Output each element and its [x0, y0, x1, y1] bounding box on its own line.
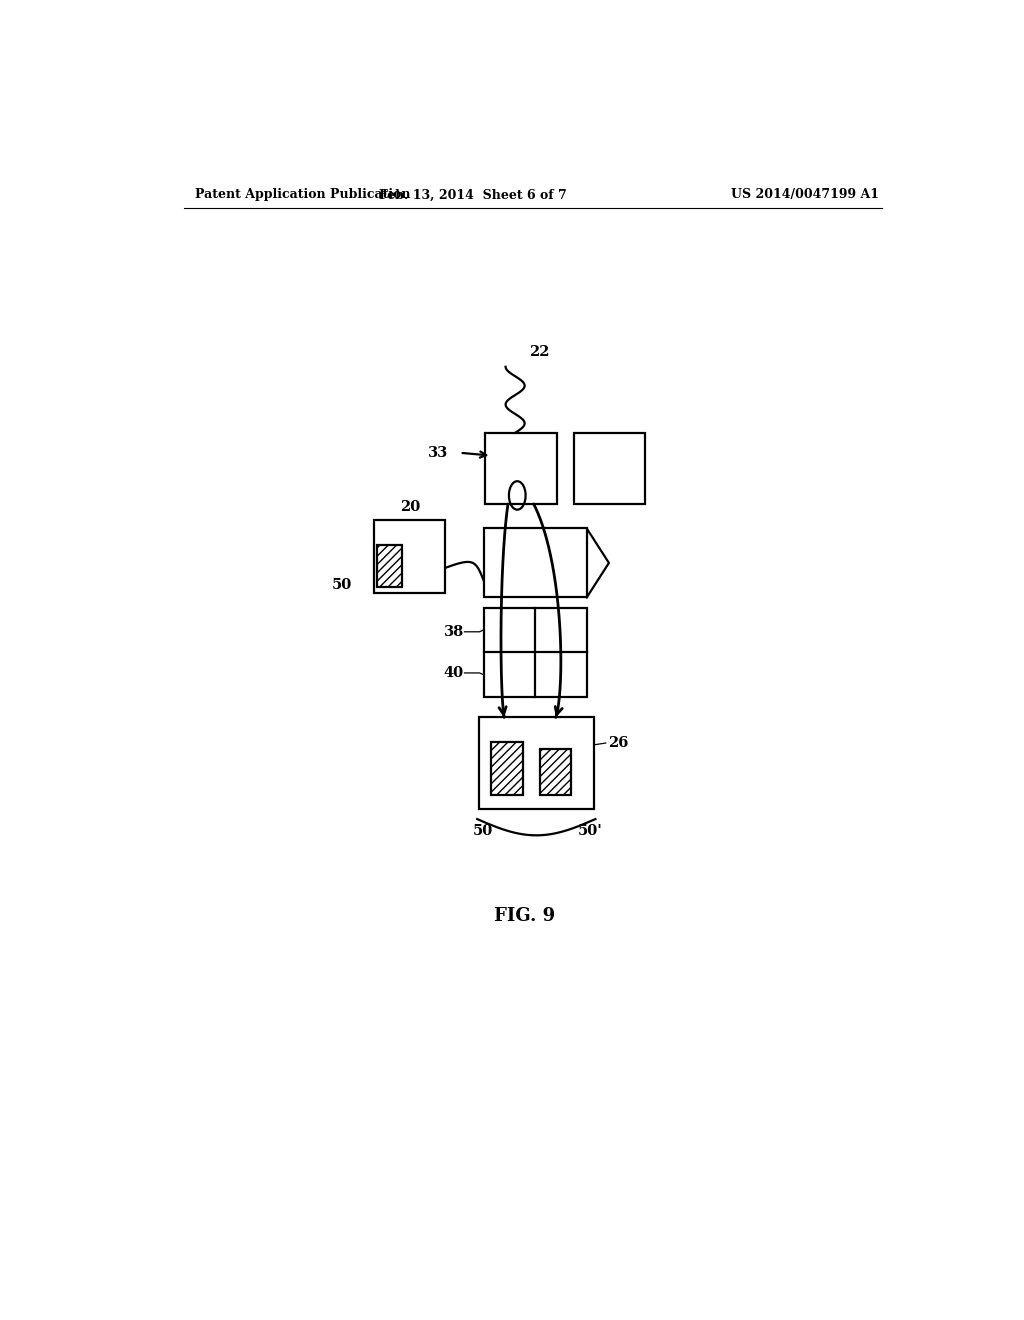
Text: 40: 40 [443, 667, 464, 680]
Text: 33: 33 [428, 446, 449, 459]
Bar [540, 748, 570, 795]
Bar [377, 545, 402, 587]
Text: 50: 50 [473, 824, 493, 838]
Text: 26: 26 [608, 737, 629, 750]
Text: 50': 50' [578, 824, 602, 838]
Text: Feb. 13, 2014  Sheet 6 of 7: Feb. 13, 2014 Sheet 6 of 7 [379, 189, 567, 202]
Text: 38: 38 [443, 624, 464, 639]
Bar [374, 520, 445, 594]
Text: 50: 50 [332, 578, 352, 593]
Bar [483, 528, 587, 598]
Bar [485, 433, 557, 504]
Text: Patent Application Publication: Patent Application Publication [196, 189, 411, 202]
Text: 22: 22 [528, 345, 549, 359]
Bar [483, 607, 587, 697]
Bar [479, 718, 594, 809]
Text: US 2014/0047199 A1: US 2014/0047199 A1 [731, 189, 880, 202]
Bar [574, 433, 645, 504]
Text: FIG. 9: FIG. 9 [495, 907, 555, 924]
Text: 20: 20 [399, 500, 420, 513]
Bar [492, 742, 522, 795]
